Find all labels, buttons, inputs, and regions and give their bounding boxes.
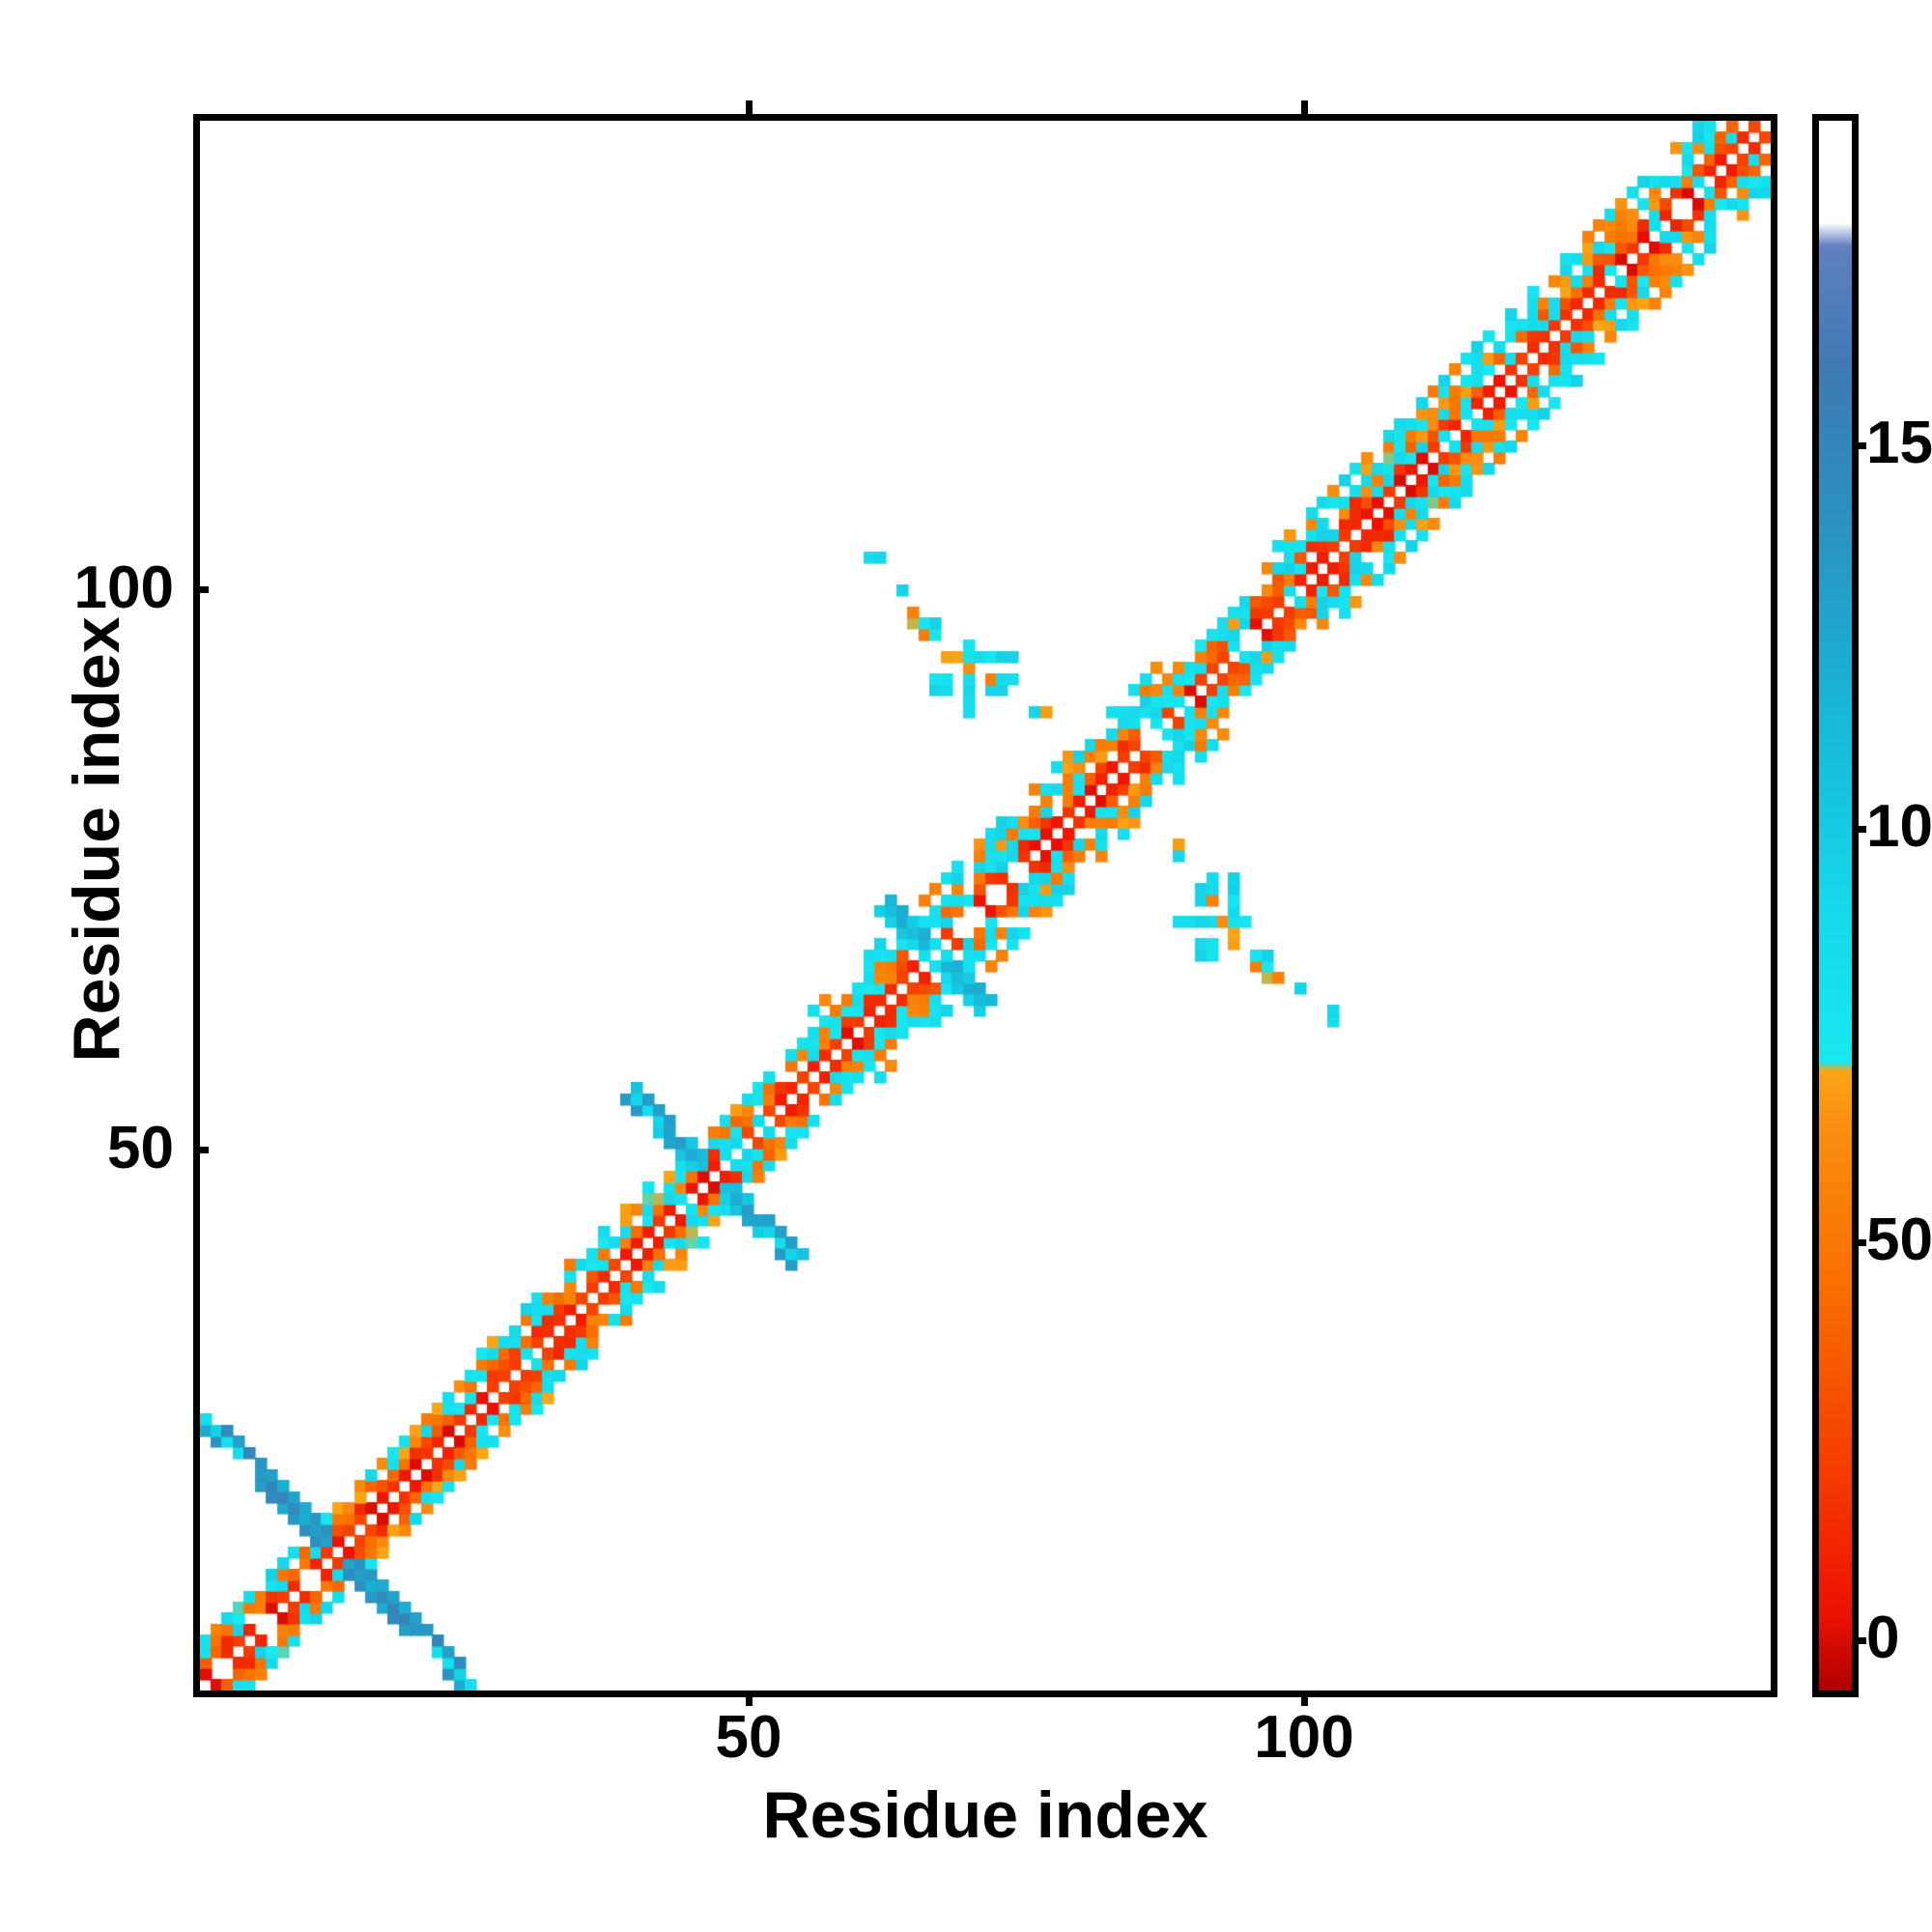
x-tick-100 [1301,100,1308,116]
contact-map-canvas [200,121,1771,1690]
x-tick-50-bottom [746,1690,753,1706]
x-tick-50 [746,100,753,116]
y-tick-50 [193,1147,209,1153]
x-ticklabel-50: 50 [715,1704,782,1771]
colorbar-label-50: 50 [1866,1207,1932,1273]
x-axis-title: Residue index [762,1778,1208,1852]
y-tick-100 [193,586,209,593]
y-axis-title: Residue index [60,616,133,1063]
x-tick-100-bottom [1301,1690,1308,1706]
colorbar-tick-50 [1853,1239,1866,1246]
y-ticklabel-50: 50 [107,1115,174,1181]
colorbar-tick-0 [1853,1637,1866,1644]
y-ticklabel-100: 100 [73,554,174,621]
colorbar-tick-150 [1853,442,1866,449]
heatmap-plot-area[interactable] [193,114,1777,1697]
colorbar-gradient [1819,121,1852,1690]
x-ticklabel-100: 100 [1254,1704,1354,1771]
colorbar-label-150: 150 [1866,410,1932,476]
colorbar-label-100: 100 [1866,793,1932,860]
colorbar-tick-100 [1853,826,1866,833]
colorbar[interactable] [1812,114,1859,1697]
colorbar-label-0: 0 [1866,1605,1900,1671]
